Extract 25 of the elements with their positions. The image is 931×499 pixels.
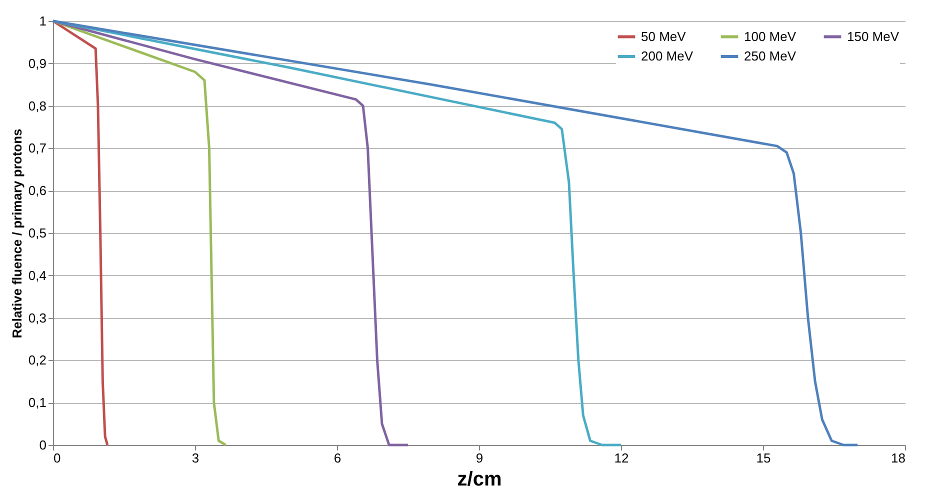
y-tick-label: 0,2	[28, 352, 46, 368]
y-axis-title: Relative fluence / primary protons	[9, 128, 24, 338]
y-tick-label: 0,3	[28, 310, 46, 326]
y-tick-label: 0	[39, 438, 46, 452]
y-tick-label: 0,8	[28, 98, 46, 114]
y-tick-label: 0,4	[28, 268, 46, 283]
legend-label: 100 MeV	[744, 28, 796, 44]
y-tick-label: 0,1	[28, 395, 46, 410]
y-tick-label: 0,9	[28, 56, 46, 71]
x-tick-label: 15	[756, 450, 771, 466]
x-tick-label: 6	[334, 450, 342, 466]
y-tick-label: 0,7	[28, 140, 46, 156]
legend-label: 50 MeV	[641, 28, 686, 44]
x-axis-title: z/cm	[457, 468, 502, 490]
y-tick-label: 1	[39, 14, 46, 28]
x-tick-label: 0	[54, 450, 61, 466]
legend-label: 200 MeV	[641, 48, 694, 64]
x-tick-label: 3	[192, 450, 200, 466]
x-tick-label: 12	[614, 450, 629, 466]
legend-label: 250 MeV	[744, 48, 796, 64]
legend-label: 150 MeV	[847, 28, 900, 44]
x-tick-label: 9	[476, 450, 484, 466]
y-tick-label: 0,6	[28, 183, 46, 198]
y-tick-label: 0,5	[28, 226, 46, 240]
x-tick-label: 18	[891, 450, 906, 466]
